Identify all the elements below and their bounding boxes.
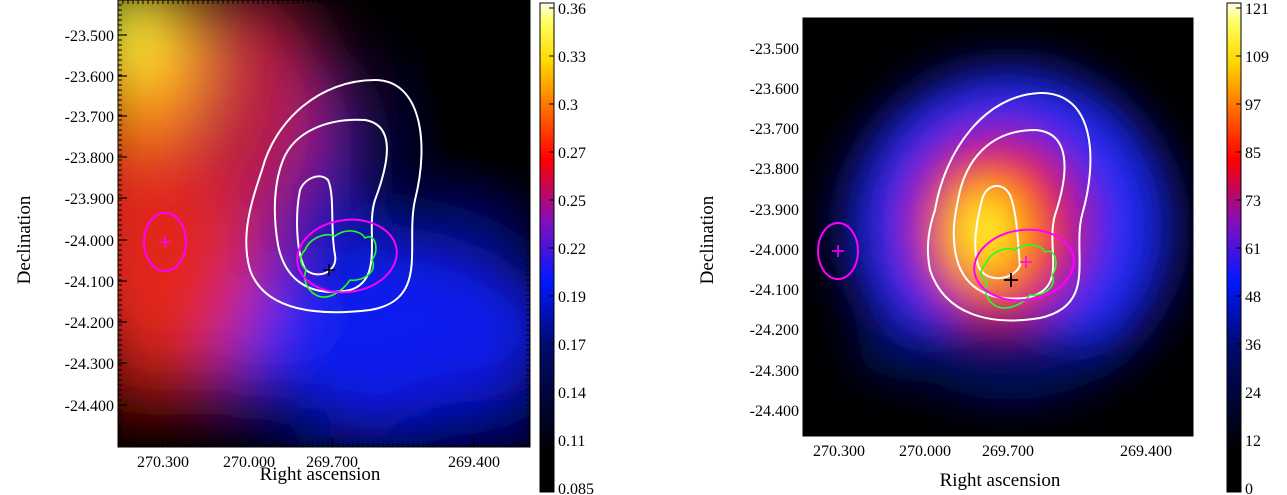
y-tick-label: -23.700 — [65, 109, 114, 126]
colorbar-tick-label: 0.14 — [558, 385, 586, 402]
y-tick-label: -23.500 — [65, 28, 114, 45]
y-tick-label: -23.800 — [65, 150, 114, 167]
colorbar-tick-label: 61 — [1245, 241, 1261, 258]
colorbar-tick-label: 0.19 — [558, 289, 586, 306]
magenta-cross-west — [832, 245, 844, 257]
y-tick-label: -23.600 — [65, 69, 114, 86]
colorbar-tick-label: 0 — [1245, 481, 1253, 495]
left-axes: 270.300 270.000 269.700 269.400 -23.500 -23.6… — [14, 0, 531, 485]
y-tick-label: -23.800 — [750, 161, 799, 178]
x-tick-label: 269.700 — [306, 454, 358, 471]
x-tick-label: 269.400 — [1120, 443, 1172, 460]
colorbar-tick-label: 0.085 — [558, 481, 594, 495]
y-tick-label: -23.500 — [750, 41, 799, 58]
y-tick-label: -23.900 — [65, 191, 114, 208]
left-colorbar: 0.36 0.33 0.3 0.27 0.25 0.22 0.19 0.17 0.14 0.11 0… — [539, 1, 594, 495]
right-heatmap — [803, 18, 1193, 436]
colorbar-tick-label: 97 — [1245, 97, 1261, 114]
x-tick-label: 270.000 — [223, 454, 275, 471]
y-tick-label: -23.900 — [750, 202, 799, 219]
colorbar-tick-label: 36 — [1245, 337, 1261, 354]
left-heatmap — [118, 0, 530, 447]
left-contours — [143, 78, 423, 314]
colorbar-tick-label: 12 — [1245, 433, 1261, 450]
white-contour-outer — [926, 91, 1092, 322]
magenta-cross-west — [159, 236, 171, 248]
colorbar-tick-label: 0.27 — [558, 145, 586, 162]
x-tick-label: 270.000 — [899, 443, 951, 460]
x-axis-title: Right ascension — [940, 470, 1061, 491]
colorbar-tick-label: 24 — [1245, 385, 1261, 402]
y-tick-label: -24.200 — [65, 315, 114, 332]
colorbar-tick-label: 0.33 — [558, 49, 586, 66]
y-axis-title: Declination — [14, 195, 35, 284]
x-tick-label: 270.300 — [137, 454, 189, 471]
right-contours — [817, 91, 1092, 322]
green-contour — [980, 244, 1057, 309]
colorbar-tick-label: 109 — [1245, 49, 1269, 66]
black-cross-center — [323, 264, 335, 276]
y-tick-label: -23.700 — [750, 121, 799, 138]
colorbar-tick-label: 73 — [1245, 193, 1261, 210]
y-axis-title: Declination — [697, 195, 718, 284]
y-tick-label: -24.300 — [750, 363, 799, 380]
black-cross-center — [1004, 273, 1018, 287]
colorbar-tick-label: 85 — [1245, 145, 1261, 162]
y-tick-label: -24.100 — [750, 282, 799, 299]
colorbar-tick-label: 0.3 — [558, 97, 578, 114]
right-axes: 270.300 270.000 269.700 269.400 -23.500 -23.6… — [697, 17, 1194, 491]
colorbar-tick-label: 0.11 — [558, 433, 585, 450]
colorbar-tick-label: 48 — [1245, 289, 1261, 306]
colorbar-tick-label: 121 — [1245, 1, 1269, 18]
magenta-cross-center — [1020, 256, 1032, 268]
colorbar-tick-label: 0.17 — [558, 337, 586, 354]
green-contour — [299, 230, 377, 298]
plot-frame — [117, 0, 531, 448]
y-tick-label: -24.200 — [750, 322, 799, 339]
white-contour-inner — [296, 175, 337, 276]
y-tick-label: -24.400 — [65, 398, 114, 415]
white-contour-inner — [974, 185, 1022, 280]
magenta-ellipse-center — [973, 228, 1075, 302]
x-tick-label: 270.300 — [813, 443, 865, 460]
x-axis-title: Right ascension — [260, 464, 381, 485]
white-contour-middle — [952, 128, 1066, 300]
white-contour-outer — [245, 78, 423, 314]
y-tick-label: -24.400 — [750, 403, 799, 420]
y-tick-label: -24.300 — [65, 356, 114, 373]
x-tick-label: 269.400 — [448, 454, 500, 471]
magenta-ellipse-center — [296, 218, 398, 294]
magenta-ellipse-west — [143, 212, 187, 272]
y-tick-label: -24.100 — [65, 274, 114, 291]
y-tick-label: -23.600 — [750, 81, 799, 98]
right-colorbar: 121 109 97 85 73 61 48 36 24 12 0 — [1226, 1, 1269, 495]
y-tick-label: -24.000 — [750, 242, 799, 259]
y-tick-label: -24.000 — [65, 233, 114, 250]
x-tick-label: 269.700 — [982, 443, 1034, 460]
colorbar-tick-label: 0.25 — [558, 193, 586, 210]
colorbar-tick-label: 0.22 — [558, 241, 586, 258]
white-contour-middle — [273, 118, 388, 293]
colorbar-tick-label: 0.36 — [558, 1, 586, 18]
magenta-ellipse-west — [817, 222, 859, 280]
